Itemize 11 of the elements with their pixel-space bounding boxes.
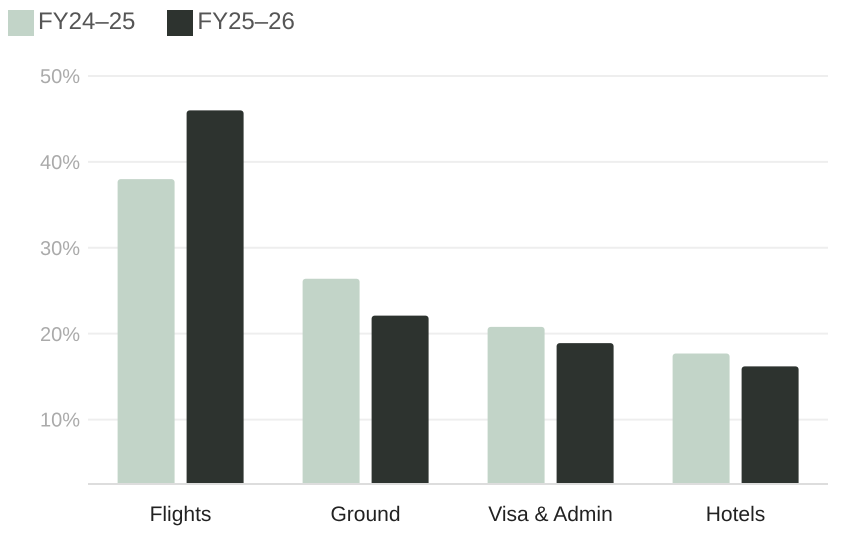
y-tick-label: 10% bbox=[40, 410, 80, 432]
legend-label: FY25–26 bbox=[197, 8, 295, 35]
y-tick-label: 20% bbox=[40, 324, 80, 346]
x-tick-label: Flights bbox=[150, 502, 212, 526]
legend-label: FY24–25 bbox=[38, 8, 136, 35]
x-tick-label: Ground bbox=[330, 502, 401, 526]
y-tick-label: 50% bbox=[40, 66, 80, 88]
x-tick-label: Visa & Admin bbox=[488, 502, 613, 526]
y-tick-label: 30% bbox=[40, 238, 80, 260]
x-tick-label: Hotels bbox=[706, 502, 766, 526]
y-tick-label: 40% bbox=[40, 152, 80, 174]
